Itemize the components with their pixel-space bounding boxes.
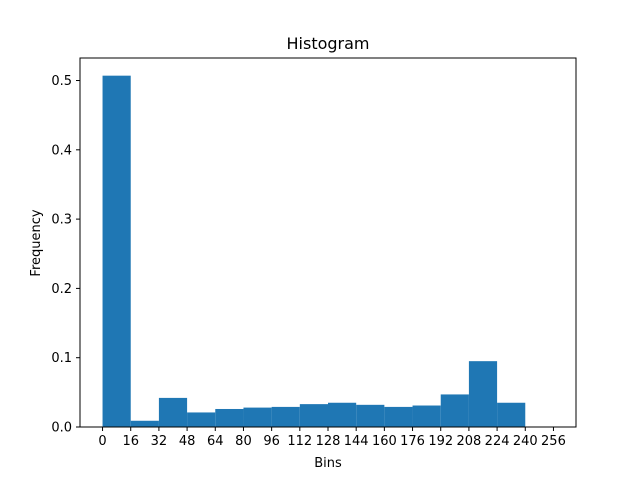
- x-tick-label: 224: [485, 434, 510, 449]
- x-tick-label: 256: [541, 434, 566, 449]
- histogram-bar: [130, 420, 159, 427]
- y-axis-label: Frequency: [29, 209, 44, 276]
- x-tick-label: 80: [235, 434, 252, 449]
- histogram-bar: [497, 402, 526, 427]
- y-axis: 0.0 0.1 0.2 0.3 0.4 0.5: [51, 74, 80, 436]
- chart-title: Histogram: [287, 34, 370, 53]
- histogram-bar: [102, 75, 131, 428]
- histogram-bar: [299, 404, 328, 427]
- histogram-bar: [243, 407, 272, 427]
- x-tick-label: 208: [456, 434, 481, 449]
- histogram-bar: [271, 406, 300, 427]
- histogram-bar: [356, 404, 385, 427]
- x-tick-label: 240: [513, 434, 538, 449]
- y-tick-label: 0.2: [51, 282, 72, 297]
- y-tick-label: 0.0: [51, 421, 72, 436]
- y-tick-label: 0.4: [51, 143, 72, 158]
- y-tick-label: 0.1: [51, 351, 72, 366]
- histogram-bar: [384, 406, 413, 427]
- x-tick-label: 48: [179, 434, 196, 449]
- x-tick-label: 128: [316, 434, 341, 449]
- histogram-bar: [215, 408, 244, 427]
- x-tick-label: 64: [207, 434, 224, 449]
- y-tick-label: 0.5: [51, 74, 72, 89]
- x-tick-label: 0: [98, 434, 106, 449]
- bars-layer: [102, 75, 526, 428]
- histogram-bar: [440, 394, 469, 427]
- histogram-bar: [158, 397, 188, 427]
- x-axis-label: Bins: [314, 456, 342, 471]
- histogram-bar: [468, 361, 498, 427]
- histogram-bar: [187, 412, 216, 427]
- x-tick-label: 112: [287, 434, 312, 449]
- x-tick-label: 176: [400, 434, 425, 449]
- x-tick-label: 160: [372, 434, 397, 449]
- histogram-bar: [328, 402, 357, 427]
- plot-frame: [79, 57, 577, 428]
- histogram-bar: [412, 405, 441, 427]
- y-tick-label: 0.3: [51, 213, 72, 228]
- x-tick-label: 144: [344, 434, 369, 449]
- x-tick-label: 16: [122, 434, 139, 449]
- x-tick-label: 96: [263, 434, 280, 449]
- x-tick-label: 32: [151, 434, 168, 449]
- x-axis: 0 16 32 48 64 80 96 112 128 144 160 176 192 208 224 240…: [98, 427, 566, 449]
- x-tick-label: 192: [428, 434, 453, 449]
